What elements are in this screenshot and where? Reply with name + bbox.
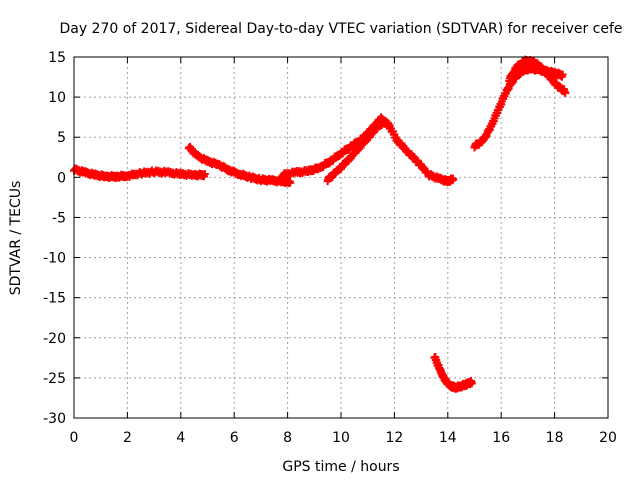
y-tick-label: -15 xyxy=(43,291,66,307)
data-series xyxy=(70,55,570,393)
series-arc1 xyxy=(70,164,209,182)
x-tick-label: 20 xyxy=(599,430,617,446)
x-tick-label: 12 xyxy=(385,430,403,446)
x-tick-label: 2 xyxy=(123,430,132,446)
data-point xyxy=(558,70,567,79)
y-tick-label: -20 xyxy=(43,331,66,347)
plot-frame xyxy=(73,56,609,419)
data-point xyxy=(286,178,295,187)
data-point xyxy=(385,122,394,131)
data-point xyxy=(467,379,476,388)
y-tick-label: -25 xyxy=(43,371,66,387)
series-arc3 xyxy=(278,113,458,187)
data-point xyxy=(200,169,209,178)
x-tick-label: 4 xyxy=(176,430,185,446)
y-tick-label: 15 xyxy=(48,50,66,66)
data-point xyxy=(449,175,458,184)
y-tick-label: 0 xyxy=(57,170,66,186)
data-point xyxy=(561,88,570,97)
series-arc7 xyxy=(505,55,570,97)
y-tick-label: 5 xyxy=(57,130,66,146)
x-tick-label: 8 xyxy=(283,430,292,446)
x-tick-label: 18 xyxy=(546,430,564,446)
x-tick-label: 6 xyxy=(230,430,239,446)
series-arc4 xyxy=(323,117,394,186)
y-axis-label: SDTVAR / TECUs xyxy=(8,181,24,296)
y-tick-label: -30 xyxy=(43,411,66,427)
x-tick-label: 10 xyxy=(332,430,350,446)
tick-labels: 0 2 4 6 8 10 12 14 16 18 20 -30 -25 -20 -15 -10 -5 0 5 10 15 xyxy=(43,50,617,446)
chart-title: Day 270 of 2017, Sidereal Day-to-day VTE… xyxy=(59,21,622,37)
series-arc5 xyxy=(430,353,476,393)
y-tick-label: 10 xyxy=(48,90,66,106)
x-tick-label: 16 xyxy=(492,430,510,446)
series-arc2 xyxy=(184,142,295,188)
x-axis-label: GPS time / hours xyxy=(282,459,399,475)
y-tick-label: -10 xyxy=(43,251,66,267)
grid xyxy=(74,57,608,418)
y-tick-label: -5 xyxy=(52,210,66,226)
x-tick-label: 14 xyxy=(439,430,457,446)
x-tick-label: 0 xyxy=(70,430,79,446)
